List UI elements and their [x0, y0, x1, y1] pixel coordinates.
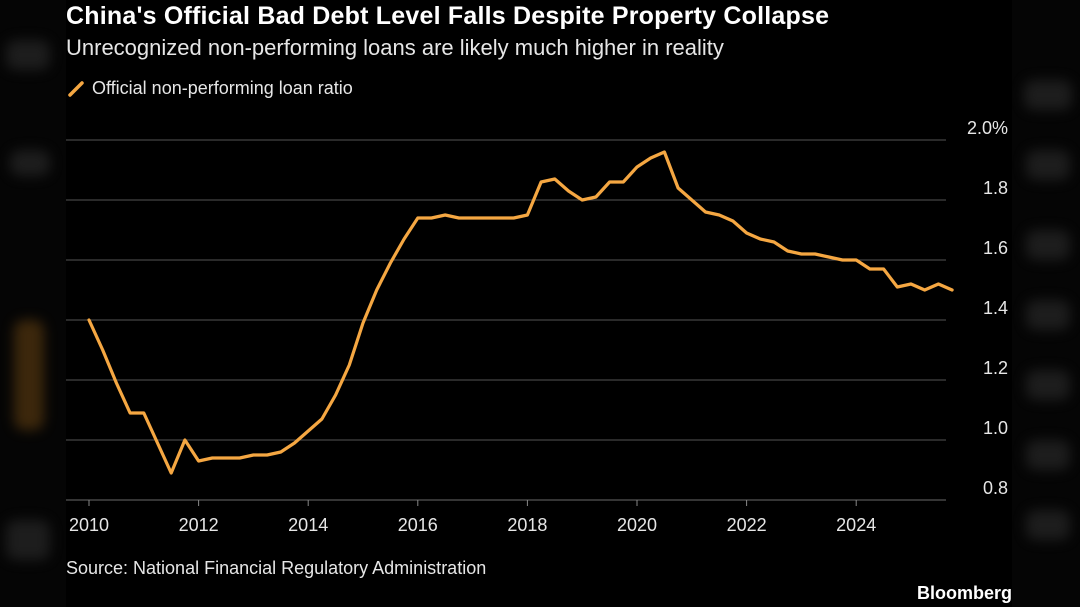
y-tick-label: 1.8 — [983, 178, 1008, 198]
series-line-npl-ratio — [87, 150, 954, 475]
x-tick-label: 2014 — [288, 515, 328, 535]
y-tick-label: 1.6 — [983, 238, 1008, 258]
legend-line-swatch-icon — [68, 80, 84, 97]
x-tick-label: 2022 — [727, 515, 767, 535]
x-tick-label: 2018 — [507, 515, 547, 535]
blurred-shape — [1026, 370, 1070, 400]
y-tick-label: 1.4 — [983, 298, 1008, 318]
y-tick-label: 1.2 — [983, 358, 1008, 378]
x-tick-label: 2010 — [69, 515, 109, 535]
line-chart: 0.8 1.0 1.2 1.4 1.6 1.8 2.0% 2010 2012 2014 2016 20… — [66, 118, 1008, 535]
blurred-shape — [6, 520, 50, 560]
x-tick-label: 2024 — [836, 515, 876, 535]
chart-title: China's Official Bad Debt Level Falls De… — [66, 2, 830, 30]
blurred-shape — [1026, 510, 1070, 540]
y-tick-label: 0.8 — [983, 478, 1008, 498]
blurred-shape — [1026, 440, 1070, 470]
source-note: Source: National Financial Regulatory Ad… — [66, 558, 487, 578]
right-blurred-background — [1012, 0, 1080, 607]
x-tick-label: 2016 — [398, 515, 438, 535]
blurred-shape — [1024, 80, 1072, 110]
chart-subtitle: Unrecognized non-performing loans are li… — [66, 35, 724, 60]
blurred-shape — [14, 320, 44, 430]
bloomberg-logo: Bloomberg — [916, 583, 1012, 603]
chart-legend: Official non-performing loan ratio — [66, 78, 353, 99]
x-tick-label: 2020 — [617, 515, 657, 535]
blurred-shape — [1026, 150, 1070, 180]
legend-label: Official non-performing loan ratio — [92, 78, 353, 98]
y-tick-label: 1.0 — [983, 418, 1008, 438]
blurred-shape — [1026, 300, 1070, 330]
left-blurred-background — [0, 0, 66, 607]
blurred-shape — [6, 40, 50, 70]
blurred-shape — [10, 150, 50, 176]
x-tick-label: 2012 — [179, 515, 219, 535]
chart-card: China's Official Bad Debt Level Falls De… — [66, 0, 1012, 607]
blurred-shape — [1026, 230, 1070, 260]
y-tick-label: 2.0% — [967, 118, 1008, 138]
